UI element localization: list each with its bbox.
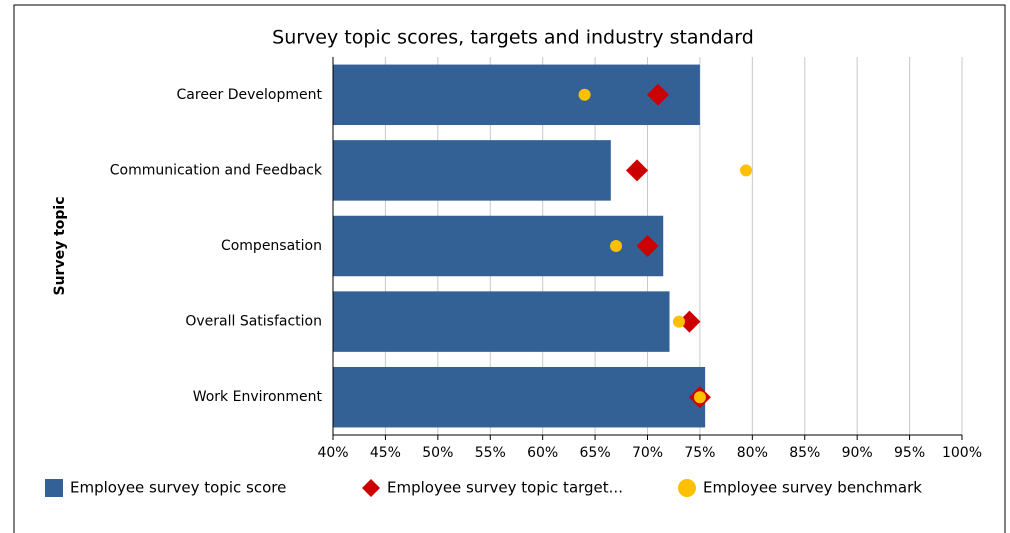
legend-swatch <box>362 479 380 497</box>
x-tick-label: 90% <box>842 445 873 461</box>
bar <box>333 291 670 352</box>
target-marker <box>626 159 649 182</box>
y-tick-label: Career Development <box>177 87 323 103</box>
x-tick-label: 45% <box>370 445 401 461</box>
legend-label: Employee survey topic target... <box>387 479 623 497</box>
y-tick-label: Overall Satisfaction <box>185 314 322 330</box>
target-marker <box>678 310 701 333</box>
benchmark-marker <box>578 88 591 101</box>
target-marker <box>646 83 669 106</box>
bar <box>333 140 611 201</box>
target-marker <box>636 235 659 257</box>
frame <box>13 4 1006 533</box>
x-tick-label: 55% <box>475 445 506 461</box>
x-tick-label: 95% <box>894 445 925 461</box>
x-tick-label: 80% <box>737 445 768 461</box>
chart-title: Survey topic scores, targets and industr… <box>272 27 754 49</box>
y-axis-label: Survey topic <box>52 196 68 295</box>
benchmark-marker <box>610 240 623 252</box>
x-tick-label: 50% <box>422 445 453 461</box>
benchmark-marker <box>693 391 706 404</box>
x-tick-label: 40% <box>317 445 348 461</box>
bar <box>333 366 706 428</box>
y-tick-label: Communication and Feedback <box>110 162 323 178</box>
bar <box>333 215 664 277</box>
x-tick-label: 100% <box>942 445 982 461</box>
legend-label: Employee survey benchmark <box>703 479 922 497</box>
legend-swatch <box>678 479 696 497</box>
benchmark-marker <box>740 164 753 177</box>
benchmark-marker <box>672 315 685 328</box>
x-tick-label: 75% <box>684 445 715 461</box>
x-tick-label: 65% <box>580 445 611 461</box>
x-tick-label: 60% <box>527 445 558 461</box>
legend-label: Employee survey topic score <box>70 479 286 497</box>
y-tick-label: Compensation <box>221 238 322 254</box>
legend-swatch <box>45 479 63 497</box>
x-tick-label: 70% <box>632 445 663 461</box>
bar <box>333 64 700 126</box>
y-tick-label: Work Environment <box>193 389 323 405</box>
x-tick-label: 85% <box>789 445 820 461</box>
